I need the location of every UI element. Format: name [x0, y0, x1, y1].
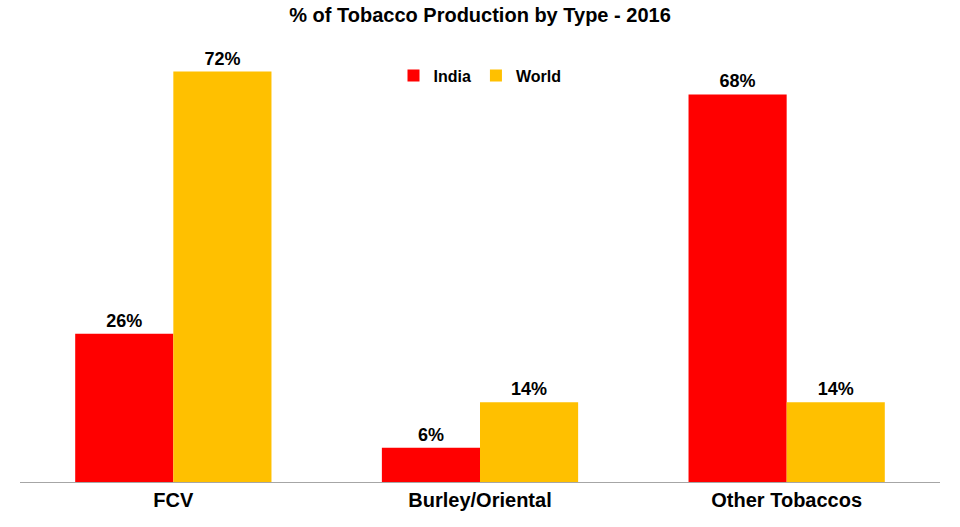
svg-text:Other Tobaccos: Other Tobaccos [711, 489, 862, 511]
svg-text:14%: 14% [511, 379, 547, 399]
svg-text:26%: 26% [106, 311, 142, 331]
svg-text:68%: 68% [720, 71, 756, 91]
svg-text:FCV: FCV [153, 489, 194, 511]
svg-text:Burley/Oriental: Burley/Oriental [408, 489, 551, 511]
svg-text:% of Tobacco Production by Typ: % of Tobacco Production by Type - 2016 [289, 4, 671, 26]
svg-text:India: India [434, 68, 471, 85]
svg-text:14%: 14% [818, 379, 854, 399]
svg-text:World: World [516, 68, 561, 85]
svg-text:72%: 72% [204, 49, 240, 69]
svg-text:6%: 6% [418, 425, 444, 445]
